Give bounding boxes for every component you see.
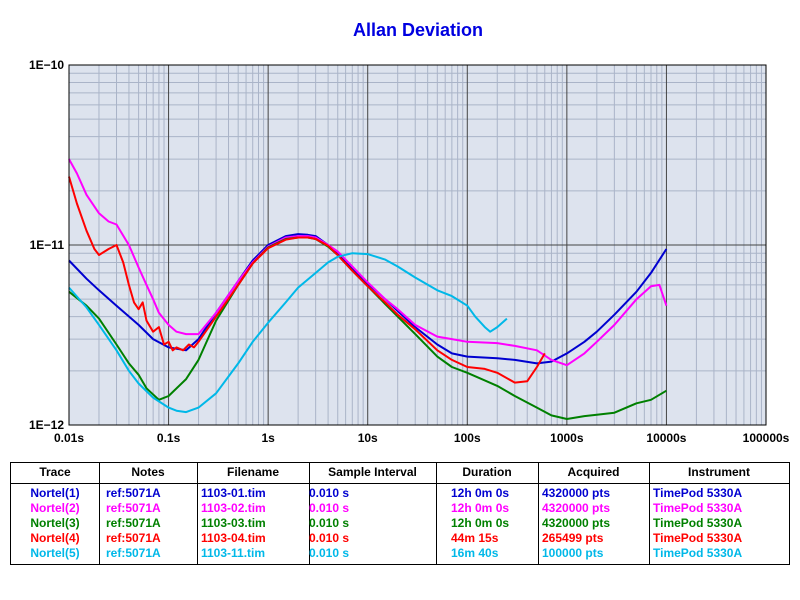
legend-cell: 4320000 pts	[542, 486, 611, 500]
legend-column-divider	[309, 463, 310, 564]
x-tick-label: 0.1s	[157, 431, 181, 445]
x-tick-label: 10s	[358, 431, 378, 445]
legend-cell: 0.010 s	[309, 486, 350, 500]
legend-cell: 1103-03.tim	[201, 516, 266, 530]
x-tick-label: 0.01s	[54, 431, 84, 445]
legend-cell: 12h 0m 0s	[451, 486, 510, 500]
major-gridlines	[69, 65, 766, 425]
legend-cell: 12h 0m 0s	[451, 501, 510, 515]
legend-cell: TimePod 5330A	[653, 531, 743, 545]
legend-cell: 4320000 pts	[542, 501, 611, 515]
legend-cell: TimePod 5330A	[653, 546, 743, 560]
legend-cell: 16m 40s	[451, 546, 499, 560]
legend-cell: Nortel(4)	[30, 531, 80, 545]
legend-cell: 0.010 s	[309, 501, 350, 515]
legend-cell: ref:5071A	[106, 516, 161, 530]
legend-cell: 12h 0m 0s	[451, 516, 510, 530]
x-axis-tick-labels: 0.01s 0.1s 1s 10s 100s 1000s 10000s 100000s	[54, 431, 790, 445]
legend-header-cell: Duration	[462, 465, 512, 479]
legend-column-divider	[99, 463, 100, 564]
x-tick-label: 1s	[261, 431, 275, 445]
legend-cell: 0.010 s	[309, 546, 350, 560]
legend-cell: TimePod 5330A	[653, 486, 743, 500]
legend-column-divider	[436, 463, 437, 564]
legend-column-divider	[649, 463, 650, 564]
legend-cell: 1103-01.tim	[201, 486, 266, 500]
x-tick-label: 10000s	[646, 431, 686, 445]
legend-header-cell: Instrument	[687, 465, 750, 479]
legend-cell: 0.010 s	[309, 516, 350, 530]
legend-cell: 1103-02.tim	[201, 501, 266, 515]
legend-header-cell: Filename	[226, 465, 280, 479]
legend-column-divider	[538, 463, 539, 564]
legend-cell: 4320000 pts	[542, 516, 611, 530]
legend-column-divider	[197, 463, 198, 564]
legend-cell: Nortel(5)	[30, 546, 80, 560]
legend-header-cell: Trace	[39, 465, 71, 479]
legend-cell: Nortel(3)	[30, 516, 80, 530]
legend-cell: Nortel(2)	[30, 501, 80, 515]
legend-header-cell: Acquired	[567, 465, 620, 479]
series-line-4	[68, 176, 546, 384]
legend-cell: Nortel(1)	[30, 486, 80, 500]
legend-cell: 265499 pts	[542, 531, 604, 545]
legend-header-row	[11, 463, 789, 484]
legend-cell: 100000 pts	[542, 546, 604, 560]
legend-cell: ref:5071A	[106, 546, 161, 560]
plot-border	[68, 64, 767, 426]
y-tick-label: 1E−12	[29, 418, 64, 432]
y-tick-label: 1E−11	[30, 238, 65, 252]
legend-cell: TimePod 5330A	[653, 501, 743, 515]
allan-deviation-chart: Allan Deviation 0.01s 0.1s 1s 10s 100s 1000s 1…	[29, 20, 790, 445]
legend-cell: ref:5071A	[106, 501, 161, 515]
series-line-5	[68, 252, 508, 414]
y-axis-tick-labels: 1E−10 1E−11 1E−12	[29, 58, 64, 432]
legend-cell: ref:5071A	[106, 486, 161, 500]
legend-cell: 44m 15s	[451, 531, 499, 545]
legend-cell: 1103-11.tim	[201, 546, 266, 560]
y-tick-label: 1E−10	[29, 58, 64, 72]
x-tick-label: 100s	[454, 431, 481, 445]
legend-cell: TimePod 5330A	[653, 516, 743, 530]
x-tick-label: 100000s	[743, 431, 790, 445]
legend-cell: 1103-04.tim	[201, 531, 266, 545]
legend-header-cell: Sample Interval	[328, 465, 417, 479]
chart-title: Allan Deviation	[353, 20, 483, 40]
legend-cell: 0.010 s	[309, 531, 350, 545]
series-line-2	[68, 158, 668, 367]
legend-header-cell: Notes	[131, 465, 165, 479]
legend-cell: ref:5071A	[106, 531, 161, 545]
x-tick-label: 1000s	[550, 431, 584, 445]
trace-legend-table: Trace Notes Filename Sample Interval Duratio…	[10, 462, 790, 565]
series-layer	[68, 158, 668, 420]
